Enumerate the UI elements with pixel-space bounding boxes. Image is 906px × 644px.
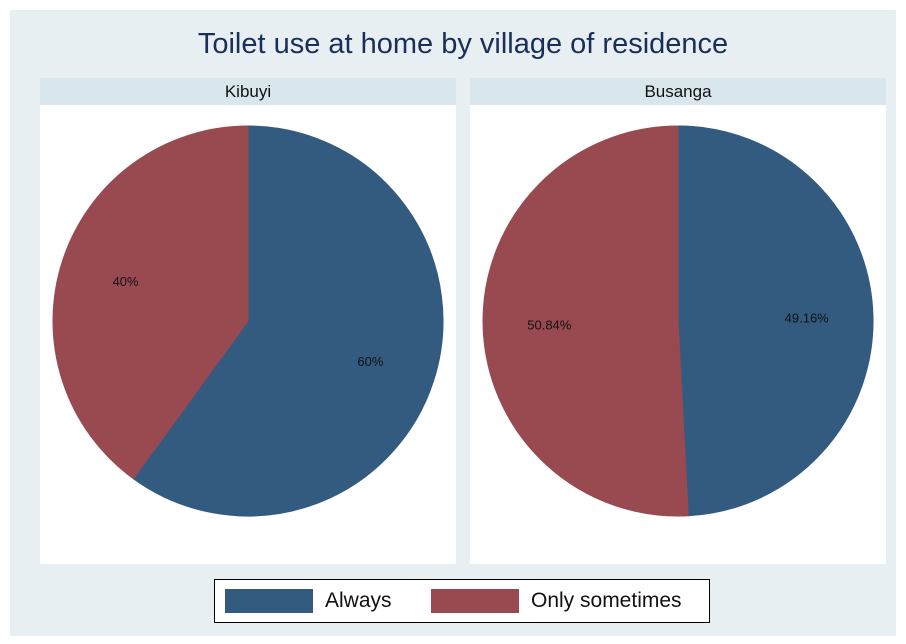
panel-kibuyi: Kibuyi 60% 40% (40, 78, 456, 564)
slice-label-always: 49.16% (785, 311, 830, 326)
slice-label-only-sometimes: 40% (113, 274, 139, 289)
pie-slice-always (677, 125, 874, 517)
legend-label-always: Always (325, 589, 392, 612)
legend-key-only-sometimes (431, 589, 519, 613)
panel-title: Busanga (470, 78, 886, 105)
pie-slice-only-sometimes (52, 125, 249, 480)
pie-slice-only-sometimes (482, 125, 689, 517)
legend-label-only-sometimes: Only sometimes (531, 589, 682, 612)
pie-kibuyi: 60% 40% (52, 125, 444, 517)
pie-slice-always (132, 125, 444, 517)
pie-busanga: 49.16% 50.84% (482, 125, 874, 517)
legend: Always Only sometimes (214, 579, 710, 623)
panel-busanga: Busanga 49.16% 50.84% (470, 78, 886, 564)
legend-key-always (225, 589, 313, 613)
slice-label-always: 60% (357, 354, 383, 369)
panel-title: Kibuyi (40, 78, 456, 105)
slice-label-only-sometimes: 50.84% (527, 317, 572, 332)
chart-title: Toilet use at home by village of residen… (197, 28, 729, 60)
